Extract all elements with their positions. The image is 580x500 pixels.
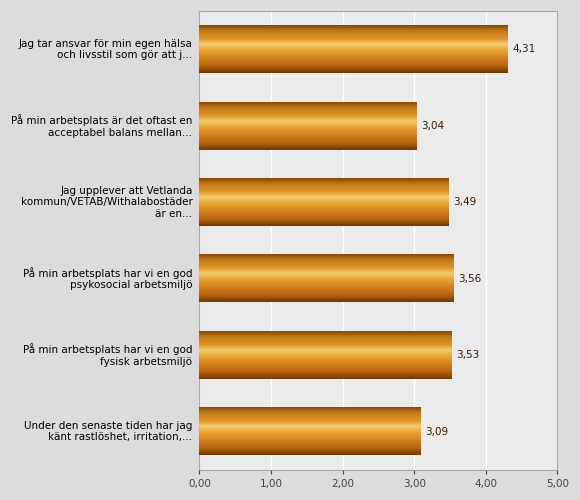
- Text: 3,49: 3,49: [454, 198, 477, 207]
- Text: 3,09: 3,09: [425, 426, 448, 436]
- Text: 3,56: 3,56: [459, 274, 482, 283]
- Text: 3,04: 3,04: [421, 121, 444, 131]
- Text: 4,31: 4,31: [512, 44, 535, 54]
- Text: 3,53: 3,53: [456, 350, 480, 360]
